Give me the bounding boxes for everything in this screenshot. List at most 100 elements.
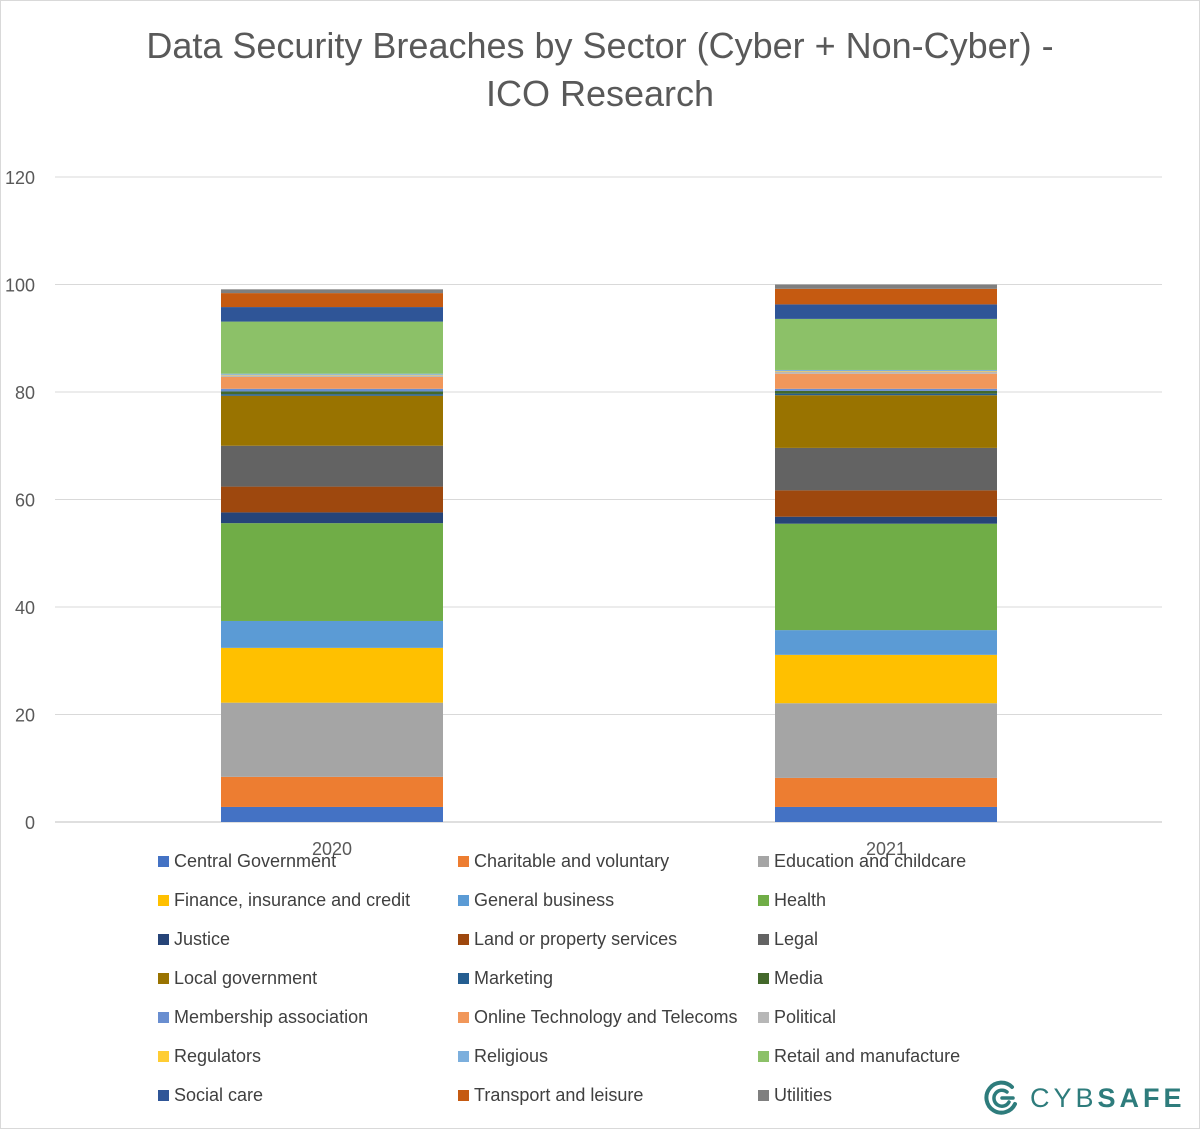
bar-segment <box>221 391 443 395</box>
logo-text-cyb: CYB <box>1030 1082 1098 1113</box>
bar-segment <box>221 486 443 513</box>
legend-swatch <box>758 1051 769 1062</box>
legend-item: Marketing <box>458 965 758 992</box>
legend-item: Religious <box>458 1043 758 1070</box>
legend-item: Retail and manufacture <box>758 1043 978 1070</box>
bar-segment <box>775 284 997 289</box>
legend-swatch <box>758 934 769 945</box>
legend-item: Justice <box>158 926 458 953</box>
bar-segment <box>221 647 443 703</box>
bar-segment <box>221 523 443 621</box>
chart-title: Data Security Breaches by Sector (Cyber … <box>0 22 1200 118</box>
bar-segment <box>221 321 443 374</box>
bar-segment <box>221 293 443 308</box>
bar-segment <box>775 703 997 778</box>
legend-swatch <box>158 1051 169 1062</box>
legend-swatch <box>758 895 769 906</box>
bar-segment <box>221 375 443 377</box>
legend-label: Online Technology and Telecoms <box>474 1007 738 1027</box>
legend-label: Religious <box>474 1046 549 1066</box>
legend-label: Media <box>774 968 824 988</box>
bar-segment <box>775 371 997 372</box>
bar-segment <box>775 318 997 370</box>
legend-label: Education and childcare <box>774 851 967 871</box>
bar-segment <box>221 373 443 375</box>
legend-swatch <box>158 1090 169 1101</box>
y-tick-label: 80 <box>15 383 35 403</box>
bar-segment <box>775 777 997 807</box>
bar-segment <box>775 373 997 389</box>
legend-label: Political <box>774 1007 837 1027</box>
legend-swatch <box>758 973 769 984</box>
legend-swatch <box>458 934 469 945</box>
legend-label: Legal <box>774 929 819 949</box>
chart-legend: Central Government Charitable and volunta… <box>158 848 978 1109</box>
legend-swatch <box>158 1012 169 1023</box>
bar-segment <box>775 490 997 517</box>
bar-segment <box>221 445 443 487</box>
legend-item: Political <box>758 1004 978 1031</box>
legend-label: Finance, insurance and credit <box>174 890 411 910</box>
bar-segment <box>221 388 443 392</box>
bar-segment <box>221 374 443 376</box>
legend-label: Local government <box>174 968 318 988</box>
legend-item: General business <box>458 887 758 914</box>
bar-segment <box>775 395 997 448</box>
x-tick-label: 2021 <box>866 839 906 859</box>
legend-swatch <box>458 1090 469 1101</box>
legend-item: Central Government <box>158 848 458 875</box>
legend-item: Charitable and voluntary <box>458 848 758 875</box>
bar-segment <box>775 390 997 394</box>
legend-swatch <box>458 895 469 906</box>
legend-item: Transport and leisure <box>458 1082 758 1109</box>
bar-segment <box>775 304 997 319</box>
legend-label: Social care <box>174 1085 264 1105</box>
legend-swatch <box>758 856 769 867</box>
legend-label: Charitable and voluntary <box>474 851 670 871</box>
legend-label: Utilities <box>774 1085 833 1105</box>
bar-segment <box>775 447 997 491</box>
bar-segment <box>775 523 997 631</box>
bar-segment <box>775 393 997 396</box>
legend-label: General business <box>474 890 615 910</box>
legend-item: Social care <box>158 1082 458 1109</box>
y-tick-label: 120 <box>5 168 35 188</box>
legend-item: Land or property services <box>458 926 758 953</box>
legend-swatch <box>458 1051 469 1062</box>
legend-swatch <box>758 1090 769 1101</box>
chart-title-line-1: Data Security Breaches by Sector (Cyber … <box>146 25 1054 66</box>
legend-swatch <box>458 973 469 984</box>
bar-segment <box>221 395 443 446</box>
legend-item: Regulators <box>158 1043 458 1070</box>
bar-segment <box>775 630 997 655</box>
legend-item: Membership association <box>158 1004 458 1031</box>
legend-item: Utilities <box>758 1082 978 1109</box>
bar-segment <box>775 288 997 305</box>
legend-label: Retail and manufacture <box>774 1046 961 1066</box>
legend-swatch <box>458 856 469 867</box>
y-tick-label: 100 <box>5 276 35 296</box>
bar-segment <box>221 289 443 294</box>
legend-swatch <box>158 934 169 945</box>
legend-label: Marketing <box>474 968 554 988</box>
bar-segment <box>221 394 443 396</box>
bar-segment <box>221 307 443 322</box>
cybsafe-logo-text: CYBSAFE <box>1030 1083 1186 1114</box>
x-tick-label: 2020 <box>312 839 352 859</box>
bar-segment <box>775 516 997 524</box>
legend-swatch <box>458 1012 469 1023</box>
bar-segment <box>775 371 997 374</box>
legend-label: Central Government <box>174 851 337 871</box>
legend-item: Health <box>758 887 978 914</box>
stacked-bar-chart: 0 20 40 60 80 100 120 2020 2021 <box>5 168 1162 859</box>
legend-swatch <box>158 973 169 984</box>
cybsafe-logo-icon <box>984 1080 1017 1115</box>
y-tick-label: 20 <box>15 706 35 726</box>
bar-segment <box>221 512 443 524</box>
bar-segment <box>221 376 443 389</box>
chart-title-line-2: ICO Research <box>485 73 715 114</box>
legend-item: Online Technology and Telecoms <box>458 1004 758 1031</box>
bar-segment <box>775 654 997 704</box>
bar-segment <box>221 776 443 807</box>
bar-segment <box>221 806 443 822</box>
